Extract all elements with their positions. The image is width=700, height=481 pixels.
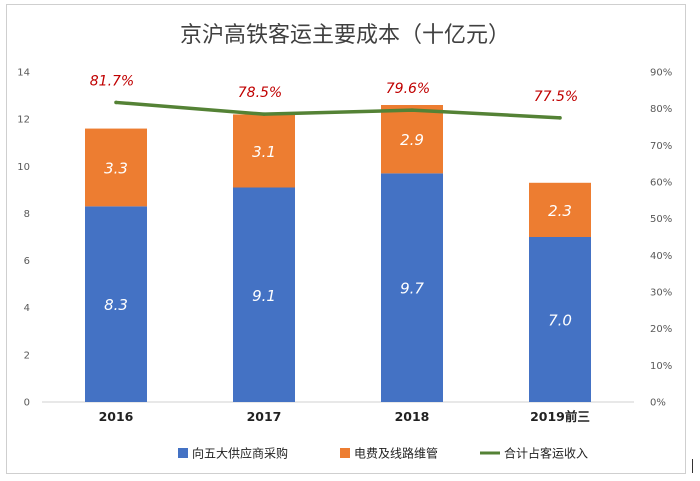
- y2-tick-label: 80%: [650, 104, 672, 115]
- data-label-ratio: 79.6%: [386, 81, 430, 97]
- bar-segment-procurement: [381, 173, 443, 402]
- x-tick-label: 2019前三: [530, 409, 590, 424]
- y-tick-label: 4: [24, 303, 30, 314]
- ratio-point: [114, 100, 118, 105]
- bar-segment-electricity: [529, 182, 591, 237]
- y2-tick-label: 60%: [650, 178, 672, 189]
- y-tick-label: 14: [17, 68, 30, 79]
- data-label-ratio: 78.5%: [238, 85, 282, 101]
- legend-label-ratio: 合计占客运收入: [504, 446, 588, 461]
- data-label-procurement: 7.0: [548, 312, 572, 330]
- data-label-ratio: 77.5%: [534, 89, 578, 105]
- data-label-procurement: 8.3: [104, 296, 128, 314]
- y-tick-label: 8: [24, 209, 30, 220]
- ratio-point: [262, 112, 266, 116]
- data-label-ratio: 81.7%: [90, 73, 134, 89]
- y-tick-label: 2: [24, 350, 30, 361]
- y2-tick-label: 20%: [650, 324, 672, 335]
- data-label-electricity: 2.3: [548, 202, 572, 220]
- legend-label-electricity: 电费及线路维管: [354, 446, 438, 461]
- data-label-procurement: 9.1: [252, 287, 276, 305]
- legend-label-procurement: 向五大供应商采购: [192, 446, 288, 461]
- chart-title: 京沪高铁客运主要成本（十亿元）: [180, 23, 510, 48]
- ratio-point: [558, 116, 562, 120]
- bar-segment-procurement: [85, 206, 147, 402]
- y2-tick-label: 40%: [650, 251, 672, 262]
- ratio-point: [410, 108, 414, 112]
- y2-tick-label: 30%: [650, 288, 672, 299]
- data-label-electricity: 3.3: [104, 159, 128, 177]
- y2-tick-label: 50%: [650, 214, 672, 225]
- edge-mark: [692, 459, 693, 473]
- data-label-procurement: 9.7: [400, 280, 424, 298]
- legend-swatch-electricity: [340, 448, 350, 458]
- bar-segment-electricity: [381, 105, 443, 174]
- y2-tick-label: 70%: [650, 141, 672, 152]
- x-tick-label: 2016: [99, 409, 134, 424]
- ratio-line: [115, 100, 561, 120]
- y-tick-label: 10: [17, 162, 30, 173]
- x-tick-label: 2017: [247, 409, 282, 424]
- y-tick-label: 12: [17, 115, 30, 126]
- data-label-electricity: 2.9: [400, 131, 424, 149]
- y2-tick-label: 90%: [650, 68, 672, 79]
- bar-segment-electricity: [85, 128, 147, 207]
- bar-segment-procurement: [233, 187, 295, 402]
- bar-segment-procurement: [529, 237, 591, 402]
- legend-swatch-procurement: [178, 448, 188, 458]
- x-tick-label: 2018: [395, 409, 430, 424]
- y-tick-label: 6: [24, 256, 30, 267]
- y2-tick-label: 10%: [650, 361, 672, 372]
- y2-tick-label: 0%: [650, 398, 666, 409]
- y-tick-label: 0: [24, 398, 30, 409]
- bar-segment-electricity: [233, 114, 295, 188]
- data-label-electricity: 3.1: [252, 143, 276, 161]
